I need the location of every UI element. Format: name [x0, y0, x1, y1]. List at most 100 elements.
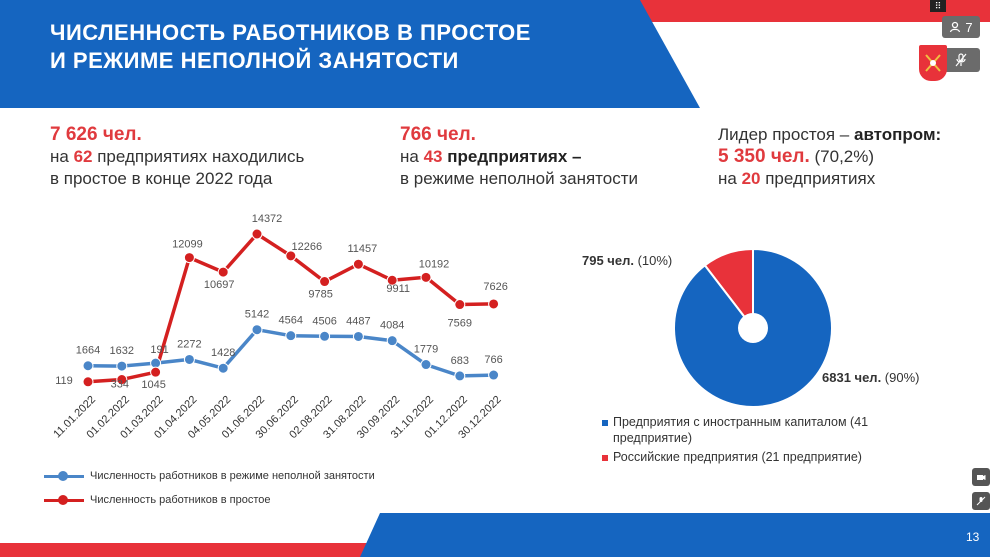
- stat-part-time-line3: в режиме неполной занятости: [400, 169, 638, 188]
- pie-legend-swatch-russian: [602, 454, 608, 461]
- user-icon: [950, 21, 961, 33]
- stat-leader-enterprises: 20: [741, 169, 761, 188]
- point-part-time-4: [217, 362, 229, 374]
- pie-chart: [673, 247, 833, 408]
- legend-label-part-time: Численность работников в режиме неполной…: [90, 470, 375, 482]
- pie-legend-foreign-line1: Предприятия с иностранным капиталом (41: [613, 415, 869, 429]
- mic-toggle-button[interactable]: [942, 48, 980, 72]
- point-idle-8: [352, 258, 364, 270]
- pie-legend-russian-line1: Российские предприятия (21 предприятие): [613, 450, 862, 464]
- data-label-idle-1: 334: [111, 379, 129, 391]
- stat-part-time-suffix: предприятиях –: [442, 147, 582, 166]
- data-label-part-time-1: 1632: [110, 345, 134, 357]
- stat-leader-prefix2: на: [718, 169, 742, 188]
- legend-item-idle: Численность работников в простое: [44, 494, 270, 506]
- point-part-time-1: [116, 360, 128, 372]
- data-label-part-time-9: 4084: [380, 320, 404, 332]
- pie-legend-russian: Российские предприятия (21 предприятие): [602, 449, 862, 465]
- data-label-part-time-5: 5142: [245, 309, 269, 321]
- data-label-idle-9: 9911: [386, 283, 410, 295]
- pie-label-foreign: 6831 чел. (90%): [822, 370, 919, 385]
- data-label-part-time-6: 4564: [279, 315, 303, 327]
- footer-blue-band: [360, 513, 990, 557]
- window-menu-icon[interactable]: ⠿: [930, 0, 946, 12]
- stat-part-time-value: 766 чел.: [400, 124, 476, 145]
- side-tool-button-1[interactable]: [972, 468, 990, 486]
- side-tool-button-2[interactable]: [972, 492, 990, 510]
- data-label-idle-8: 11457: [348, 243, 378, 255]
- legend-item-part-time: Численность работников в режиме неполной…: [44, 470, 375, 482]
- legend-label-idle: Численность работников в простое: [90, 494, 271, 506]
- point-idle-0: [82, 376, 94, 388]
- page-title-line2: И РЕЖИМЕ НЕПОЛНОЙ ЗАНЯТОСТИ: [50, 48, 459, 73]
- data-label-part-time-10: 1779: [414, 344, 438, 356]
- stat-leader-line3: на 20 предприятиях: [718, 168, 941, 190]
- stat-idle-line2: на 62 предприятиях находились: [50, 146, 304, 168]
- point-idle-2: [150, 366, 162, 378]
- data-label-part-time-7: 4506: [312, 315, 336, 327]
- stat-part-time-enterprises: 43: [423, 147, 443, 166]
- legend-swatch-idle: [44, 494, 84, 505]
- pie-legend-foreign: Предприятия с иностранным капиталом (41 …: [602, 414, 868, 446]
- stat-part-time-prefix: на: [400, 147, 424, 166]
- pie-label-russian: 795 чел. (10%): [582, 253, 672, 268]
- stat-leader-suffix: предприятиях: [760, 169, 876, 188]
- mic-off-small-icon: [976, 496, 986, 506]
- point-idle-4: [217, 266, 229, 278]
- point-part-time-2: [150, 357, 162, 369]
- pie-label-foreign-pct: (90%): [881, 370, 920, 385]
- stat-idle-line3: в простое в конце 2022 года: [50, 169, 273, 188]
- stat-leader-prefix: Лидер простоя –: [718, 125, 854, 144]
- data-label-part-time-11: 683: [451, 355, 469, 367]
- pie-label-foreign-value: 6831 чел.: [822, 370, 882, 385]
- data-label-part-time-0: 1664: [76, 345, 100, 357]
- stat-idle-value: 7 626 чел.: [50, 124, 142, 145]
- point-idle-10: [420, 271, 432, 283]
- point-idle-7: [319, 276, 331, 288]
- data-label-idle-7: 9785: [308, 289, 332, 301]
- pie-label-russian-value: 795 чел.: [582, 253, 634, 268]
- stat-idle-enterprises: 62: [73, 147, 93, 166]
- data-label-idle-6: 12266: [292, 241, 323, 253]
- data-label-part-time-8: 4487: [346, 315, 370, 327]
- data-label-idle-0: 119: [55, 375, 73, 387]
- stat-leader-percent: (70,2%): [809, 147, 875, 166]
- point-idle-1: [116, 374, 128, 386]
- stat-leader-line2: 5 350 чел. (70,2%): [718, 146, 941, 168]
- mic-off-icon: [955, 53, 967, 67]
- data-label-idle-10: 10192: [419, 258, 450, 270]
- point-idle-11: [454, 299, 466, 311]
- data-label-idle-12: 7626: [483, 281, 507, 293]
- stat-leader-value: 5 350 чел.: [718, 146, 810, 167]
- data-label-idle-3: 12099: [172, 239, 203, 251]
- point-part-time-8: [352, 330, 364, 342]
- pie-hole: [738, 313, 768, 343]
- legend-swatch-part-time: [44, 470, 84, 481]
- pie-legend-swatch-foreign: [602, 419, 608, 426]
- data-label-idle-5: 14372: [252, 213, 283, 225]
- point-part-time-12: [488, 369, 500, 381]
- point-idle-12: [488, 298, 500, 310]
- pie-label-russian-pct: (10%): [633, 253, 673, 268]
- data-label-idle-4: 10697: [204, 279, 235, 291]
- emblem-icon: [919, 45, 947, 81]
- page-title-line1: ЧИСЛЕННОСТЬ РАБОТНИКОВ В ПРОСТОЕ: [50, 20, 531, 45]
- point-part-time-3: [183, 353, 195, 365]
- line-chart: 11.01.202201.02.202201.03.202201.04.2022…: [51, 213, 508, 441]
- point-part-time-10: [420, 359, 432, 371]
- data-label-part-time-3: 2272: [177, 338, 201, 350]
- stat-part-time-line2: на 43 предприятиях –: [400, 146, 638, 168]
- camera-icon: [977, 475, 986, 480]
- point-part-time-6: [285, 330, 297, 342]
- point-part-time-7: [319, 330, 331, 342]
- data-label-idle-2: 1045: [141, 379, 165, 391]
- stat-leader-industry: автопром:: [853, 125, 942, 144]
- data-label-part-time-4: 1428: [211, 347, 235, 359]
- participants-button[interactable]: 7: [942, 16, 980, 38]
- pie-legend-foreign-line2: предприятие): [613, 431, 692, 445]
- point-idle-3: [183, 252, 195, 264]
- header-red-stripe: [640, 0, 990, 22]
- stat-idle-prefix: на: [50, 147, 74, 166]
- point-idle-5: [251, 228, 263, 240]
- point-part-time-0: [82, 360, 94, 372]
